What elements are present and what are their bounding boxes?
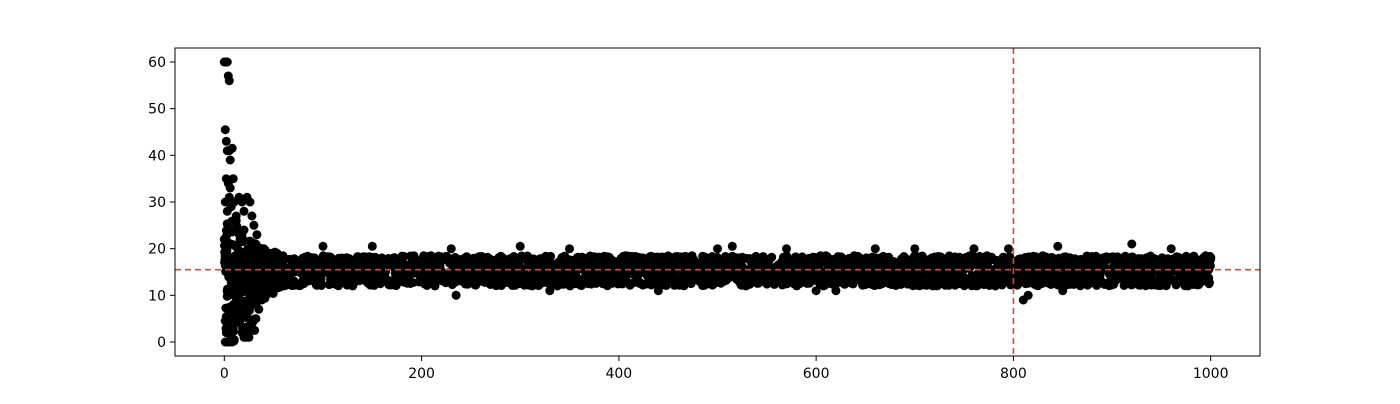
data-point: [318, 241, 328, 251]
y-tick-label: 60: [148, 55, 166, 71]
data-point: [969, 244, 979, 254]
data-point: [811, 286, 821, 296]
data-point: [225, 155, 235, 165]
data-point: [546, 251, 556, 261]
data-point: [451, 290, 461, 300]
data-point: [446, 244, 456, 254]
data-point: [713, 244, 722, 254]
data-point: [252, 230, 262, 240]
data-point: [247, 211, 257, 221]
data-point: [1166, 244, 1176, 254]
data-point: [621, 273, 631, 283]
data-point: [782, 244, 791, 254]
data-point: [227, 143, 237, 153]
data-point: [545, 286, 555, 296]
y-tick-label: 10: [148, 288, 166, 304]
reference-lines: [175, 48, 1260, 356]
x-tick-label: 600: [803, 366, 830, 382]
data-point: [1023, 290, 1033, 300]
data-point: [515, 241, 525, 251]
data-point: [1053, 241, 1063, 251]
x-tick-label: 1000: [1193, 366, 1229, 382]
data-point: [870, 244, 880, 254]
y-axis: 0 10 20 30 40 50 60: [148, 55, 175, 351]
data-point: [1005, 252, 1015, 262]
x-tick-label: 800: [1000, 366, 1027, 382]
y-tick-label: 20: [148, 242, 166, 258]
data-point: [228, 174, 238, 184]
data-point: [367, 241, 377, 251]
data-point: [316, 281, 326, 290]
x-tick-label: 400: [605, 366, 632, 382]
data-point: [565, 244, 574, 254]
data-point: [663, 251, 673, 261]
data-point: [653, 286, 663, 296]
data-point: [249, 220, 259, 230]
data-point: [767, 252, 777, 262]
data-point: [1004, 244, 1013, 254]
data-point: [249, 314, 259, 324]
data-point: [277, 253, 287, 263]
x-tick-label: 0: [220, 366, 229, 382]
data-point: [239, 206, 249, 216]
data-point: [399, 251, 409, 261]
data-point: [910, 244, 920, 254]
data-point: [1127, 239, 1137, 249]
data-point: [222, 57, 232, 67]
y-tick-label: 40: [148, 148, 166, 164]
data-point: [228, 326, 238, 336]
data-point: [237, 228, 247, 237]
data-point: [661, 281, 671, 290]
data-point: [232, 221, 242, 231]
data-point: [224, 76, 234, 86]
data-point: [220, 125, 230, 135]
y-tick-label: 0: [157, 335, 166, 351]
data-point: [229, 336, 239, 346]
data-point: [1205, 261, 1215, 271]
data-point: [250, 325, 260, 335]
x-axis: 0 200 400 600 800 1000: [220, 356, 1229, 382]
data-point: [225, 183, 235, 193]
plot-area: [175, 48, 1260, 356]
data-point: [221, 136, 231, 146]
y-tick-label: 50: [148, 102, 166, 118]
data-point: [1204, 279, 1214, 289]
data-point: [244, 332, 254, 342]
data-point: [245, 197, 255, 207]
x-tick-label: 200: [408, 366, 435, 382]
y-tick-label: 30: [148, 195, 166, 211]
data-point: [727, 241, 737, 251]
